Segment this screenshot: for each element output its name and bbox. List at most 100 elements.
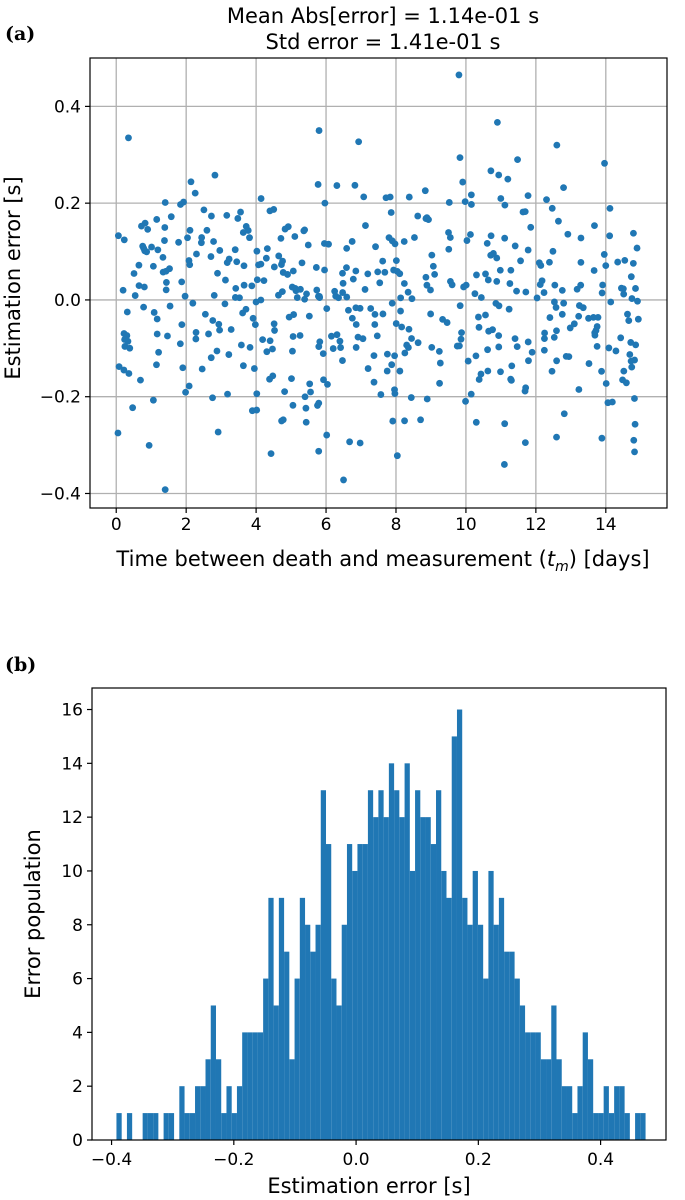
scatter-point	[396, 367, 404, 375]
scatter-point	[314, 181, 322, 188]
scatter-point	[404, 288, 412, 296]
panel-label-a: (a)	[5, 23, 35, 45]
scatter-point	[328, 332, 335, 340]
scatter-point	[471, 290, 479, 298]
plot-frame	[89, 57, 668, 509]
scatter-point	[135, 282, 143, 290]
scatter-point	[591, 331, 599, 339]
scatter-point	[570, 320, 578, 328]
scatter-point	[362, 222, 369, 229]
panel-label-b: (b)	[5, 654, 36, 676]
histogram-bar	[624, 1113, 630, 1140]
histogram-bar	[163, 1113, 169, 1140]
y-tick-label: 6	[72, 970, 83, 990]
scatter-point	[352, 267, 360, 275]
scatter-point	[339, 289, 347, 296]
scatter-point	[453, 342, 461, 350]
scatter-point	[281, 225, 289, 233]
scatter-point	[233, 258, 241, 266]
scatter-point	[425, 216, 432, 224]
histogram-bar	[608, 1113, 615, 1140]
scatter-point	[161, 224, 169, 231]
scatter-point	[207, 354, 215, 362]
scatter-point	[124, 337, 132, 345]
scatter-point	[383, 350, 391, 358]
histogram-bar	[378, 790, 384, 1140]
x-axis-label: Time between death and measurement (tm) …	[115, 547, 649, 575]
scatter-point	[231, 294, 239, 301]
scatter-point	[627, 273, 635, 281]
histogram-bar	[577, 1086, 583, 1140]
scatter-point	[398, 323, 406, 331]
scatter-point	[458, 329, 465, 337]
histogram-bar	[362, 844, 368, 1140]
scatter-point	[428, 343, 436, 351]
scatter-point	[289, 401, 297, 409]
histogram-bar	[598, 1113, 604, 1140]
scatter-point	[302, 404, 310, 412]
scatter-point	[482, 311, 489, 319]
scatter-point	[352, 321, 360, 328]
scatter-point	[553, 327, 560, 335]
scatter-point	[500, 461, 508, 468]
scatter-point	[591, 222, 598, 230]
scatter-point	[234, 215, 242, 222]
scatter-point	[293, 294, 301, 301]
scatter-point	[634, 315, 642, 323]
scatter-point	[390, 266, 398, 274]
scatter-point	[549, 247, 557, 255]
scatter-point	[630, 229, 637, 237]
scatter-point	[145, 441, 153, 449]
scatter-point	[558, 310, 566, 318]
scatter-point	[221, 300, 229, 308]
scatter-point	[224, 390, 231, 398]
scatter-point	[423, 395, 431, 403]
scatter-point	[505, 305, 513, 313]
scatter-point	[131, 292, 139, 299]
scatter-point	[521, 387, 529, 395]
scatter-point	[475, 313, 482, 321]
scatter-point	[193, 250, 200, 258]
scatter-point	[269, 345, 276, 353]
scatter-point	[405, 325, 413, 333]
scatter-point	[346, 438, 354, 446]
scatter-point	[301, 295, 309, 303]
scatter-point	[392, 320, 400, 327]
scatter-point	[393, 452, 401, 460]
scatter-point	[232, 284, 240, 292]
scatter-point	[288, 283, 296, 291]
scatter-point	[167, 213, 175, 221]
x-tick-label: −0.2	[213, 1150, 254, 1170]
scatter-point	[632, 341, 640, 349]
scatter-point	[278, 288, 286, 295]
scatter-point	[482, 270, 489, 278]
scatter-point	[135, 261, 143, 269]
scatter-point	[514, 156, 521, 163]
histogram-bar	[352, 870, 358, 1140]
histogram-bar	[441, 870, 447, 1140]
scatter-point	[298, 259, 306, 267]
scatter-point	[389, 417, 397, 425]
scatter-point	[462, 397, 469, 405]
scatter-point	[521, 439, 529, 447]
scatter-point	[504, 175, 512, 183]
scatter-point	[253, 276, 261, 284]
scatter-point	[620, 367, 628, 375]
scatter-point	[120, 330, 128, 337]
chart-subtitle: Std error = 1.41e-01 s	[266, 30, 501, 54]
scatter-point	[270, 263, 278, 271]
histogram-chart: (b) −0.4 −0.2 0.0 0.2 0.4 0 2 4 6 8 10 12 14 16 Estim…	[5, 654, 667, 1198]
scatter-point	[210, 291, 218, 299]
scatter-point	[343, 244, 351, 252]
scatter-point	[621, 256, 629, 264]
scatter-point	[459, 178, 467, 186]
histogram-bar	[456, 709, 463, 1140]
scatter-point	[267, 450, 275, 458]
scatter-point	[179, 364, 187, 372]
scatter-point	[209, 317, 217, 324]
scatter-point	[598, 367, 605, 375]
scatter-point	[257, 195, 265, 202]
histogram-bar	[189, 1113, 196, 1140]
scatter-point	[137, 376, 144, 384]
scatter-point	[628, 363, 636, 371]
